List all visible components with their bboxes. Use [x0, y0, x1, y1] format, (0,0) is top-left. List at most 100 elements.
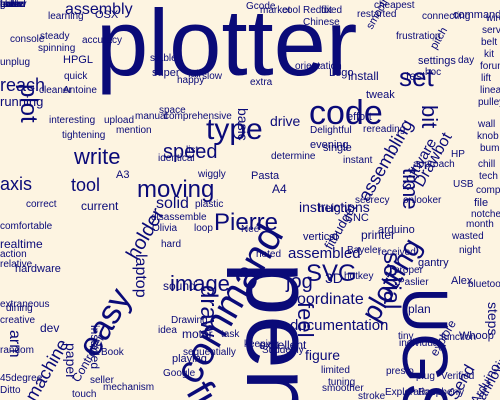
word-mention: mention	[116, 125, 152, 136]
word-reddit: Reddit	[303, 5, 332, 16]
word-loop: loop	[194, 223, 213, 234]
word-bump: bump	[480, 143, 500, 154]
word-pasta: Pasta	[251, 170, 280, 182]
word-suddenly: Suddenly	[262, 345, 304, 356]
word-osx: OSX	[95, 9, 119, 21]
word-sequentially: sequentially	[183, 347, 236, 358]
word-documentation: documentation	[290, 317, 389, 334]
word-secrecy: secrecy	[355, 195, 390, 206]
word-cool: cool	[282, 5, 301, 16]
word-disassemble: disassemble	[151, 212, 207, 223]
word-belt: belt	[481, 37, 498, 48]
word-cleaner: cleaner	[39, 85, 72, 96]
word-bluetooth: bluetooth	[468, 279, 500, 290]
word-frustration: frustration	[396, 31, 441, 42]
word-quick: quick	[64, 71, 88, 82]
word-spinning: spinning	[38, 43, 76, 54]
word-dev: dev	[40, 321, 60, 335]
word-3d: 3D	[325, 270, 343, 286]
word-creative: creative	[0, 315, 36, 326]
word-google: Google	[163, 368, 196, 379]
word-base: base	[0, 0, 22, 10]
word-lift: lift	[481, 73, 491, 84]
word-vertical: vertical	[303, 231, 338, 243]
word-rereading: rereading	[363, 124, 406, 135]
word-a4: A4	[272, 182, 287, 196]
word-write: write	[74, 144, 121, 169]
word-correct: correct	[26, 199, 57, 210]
word-tool: tool	[71, 175, 101, 195]
word-set: set	[399, 62, 434, 92]
word-book: Book	[101, 347, 124, 358]
word-a3: A3	[116, 169, 130, 181]
word-extraneous: extraneous	[0, 299, 50, 310]
word-pierre: Pierre	[214, 209, 279, 236]
word-speed: speed	[163, 141, 218, 163]
word-gear: gear	[0, 0, 21, 10]
word-wasted: wasted	[452, 231, 484, 242]
word-code: code	[309, 94, 383, 132]
word-onlooker: onlooker	[403, 195, 442, 206]
word-individual: individual	[399, 338, 441, 349]
word-mechanism: mechanism	[103, 382, 155, 393]
word-assembled: assembled	[288, 245, 361, 262]
word-dining: dining	[6, 303, 33, 314]
word-axis: axis	[0, 174, 33, 194]
word-plan: plan	[408, 302, 431, 316]
word-coordinate: coordinate	[289, 291, 364, 308]
word-excellent: excellent	[259, 338, 307, 352]
word-random: random	[0, 345, 34, 356]
word-lego: Lego	[329, 67, 354, 79]
word-antoine: Antoine	[63, 85, 97, 96]
word-test: test	[406, 69, 426, 83]
word-image: image	[170, 271, 230, 296]
word-tiny: tiny	[398, 331, 414, 342]
word-linear: linear	[480, 85, 500, 96]
word-servo: servo	[482, 25, 500, 36]
word-delightful: Delightful	[310, 125, 352, 136]
word-frame: frame	[0, 0, 26, 10]
word-stable: stable	[150, 53, 177, 64]
word-comfortable: comfortable	[0, 221, 53, 232]
word-svg: SVG	[306, 260, 357, 287]
word-interesting: interesting	[49, 115, 96, 126]
word-height: height	[318, 201, 351, 215]
word-current: current	[81, 199, 119, 213]
word-nee: Nee	[241, 224, 260, 235]
word-usb: USB	[453, 179, 474, 190]
word-wall: wall	[478, 119, 496, 130]
word-evening: evening	[310, 139, 349, 151]
word-arduino: arduino	[378, 224, 415, 236]
word-wiggly: wiggly	[198, 169, 226, 180]
word-effort: effort	[347, 111, 372, 123]
word-proper: proper	[394, 265, 423, 276]
word-idea: idea	[158, 325, 177, 336]
word-pad: pad	[0, 0, 17, 10]
word-kit: kit	[484, 49, 494, 60]
word-sound: sound	[163, 279, 196, 293]
word-notched: notched	[471, 209, 500, 220]
word-laptop: laptop	[132, 254, 149, 298]
word-hardware: hardware	[15, 263, 61, 275]
word-fixed: fixed	[321, 5, 343, 16]
word-orientation: orientation	[295, 61, 342, 72]
word-received: received	[378, 247, 416, 258]
word-mode: mode	[237, 269, 263, 280]
word-solid: solid	[156, 195, 189, 212]
word-moving: moving	[137, 176, 215, 203]
word-function: function	[441, 332, 477, 343]
word-super: super	[152, 67, 180, 79]
word-playing: playing	[172, 353, 207, 365]
word-pulley: pulley	[478, 97, 500, 108]
word-happy: happy	[177, 75, 205, 86]
word-gcode: Gcode	[246, 1, 276, 12]
word-smoother: smoother	[322, 383, 364, 394]
word-cnc: CNC	[345, 212, 369, 224]
word-plug: plug	[416, 371, 435, 382]
word-night: night	[459, 245, 481, 256]
word-file: file	[474, 197, 489, 209]
word-verified: Verified	[441, 371, 475, 382]
word-connecting: connecting	[422, 11, 471, 22]
word-space: space	[159, 105, 186, 116]
word-realtime: realtime	[0, 237, 43, 251]
